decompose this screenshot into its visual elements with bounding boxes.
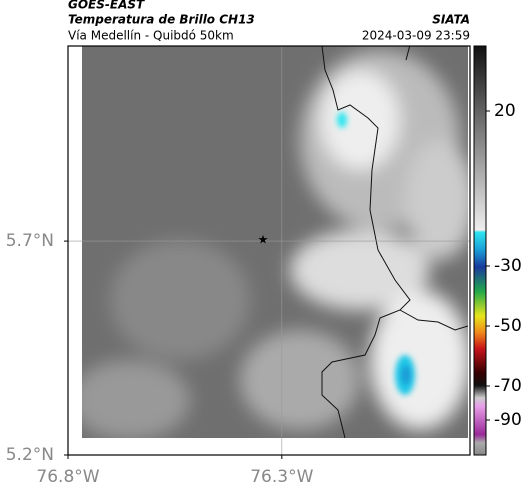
graticule xyxy=(68,46,470,455)
colorbar-label: -70 xyxy=(494,376,522,396)
satellite: GOES-EAST xyxy=(68,0,145,12)
colorbar-label: -90 xyxy=(494,410,522,430)
y-tick-label: 5.7°N xyxy=(6,231,54,251)
region: Vía Medellín - Quibdó 50km xyxy=(68,29,234,43)
y-tick-label: 5.2°N xyxy=(6,445,54,465)
colorbar-label: -30 xyxy=(494,256,522,276)
x-tick-label: 76.8°W xyxy=(36,467,99,487)
colorbar xyxy=(473,45,487,456)
agency: SIATA xyxy=(432,13,470,27)
location-marker: ★ xyxy=(258,233,269,247)
colorbar-label: -50 xyxy=(494,316,522,336)
x-tick-label: 76.3°W xyxy=(250,467,313,487)
colorbar-label: 20 xyxy=(494,101,516,121)
map-frame xyxy=(67,45,471,456)
timestamp: 2024-03-09 23:59 xyxy=(362,29,470,43)
imagery xyxy=(82,46,468,438)
product: Temperatura de Brillo CH13 xyxy=(68,13,255,27)
